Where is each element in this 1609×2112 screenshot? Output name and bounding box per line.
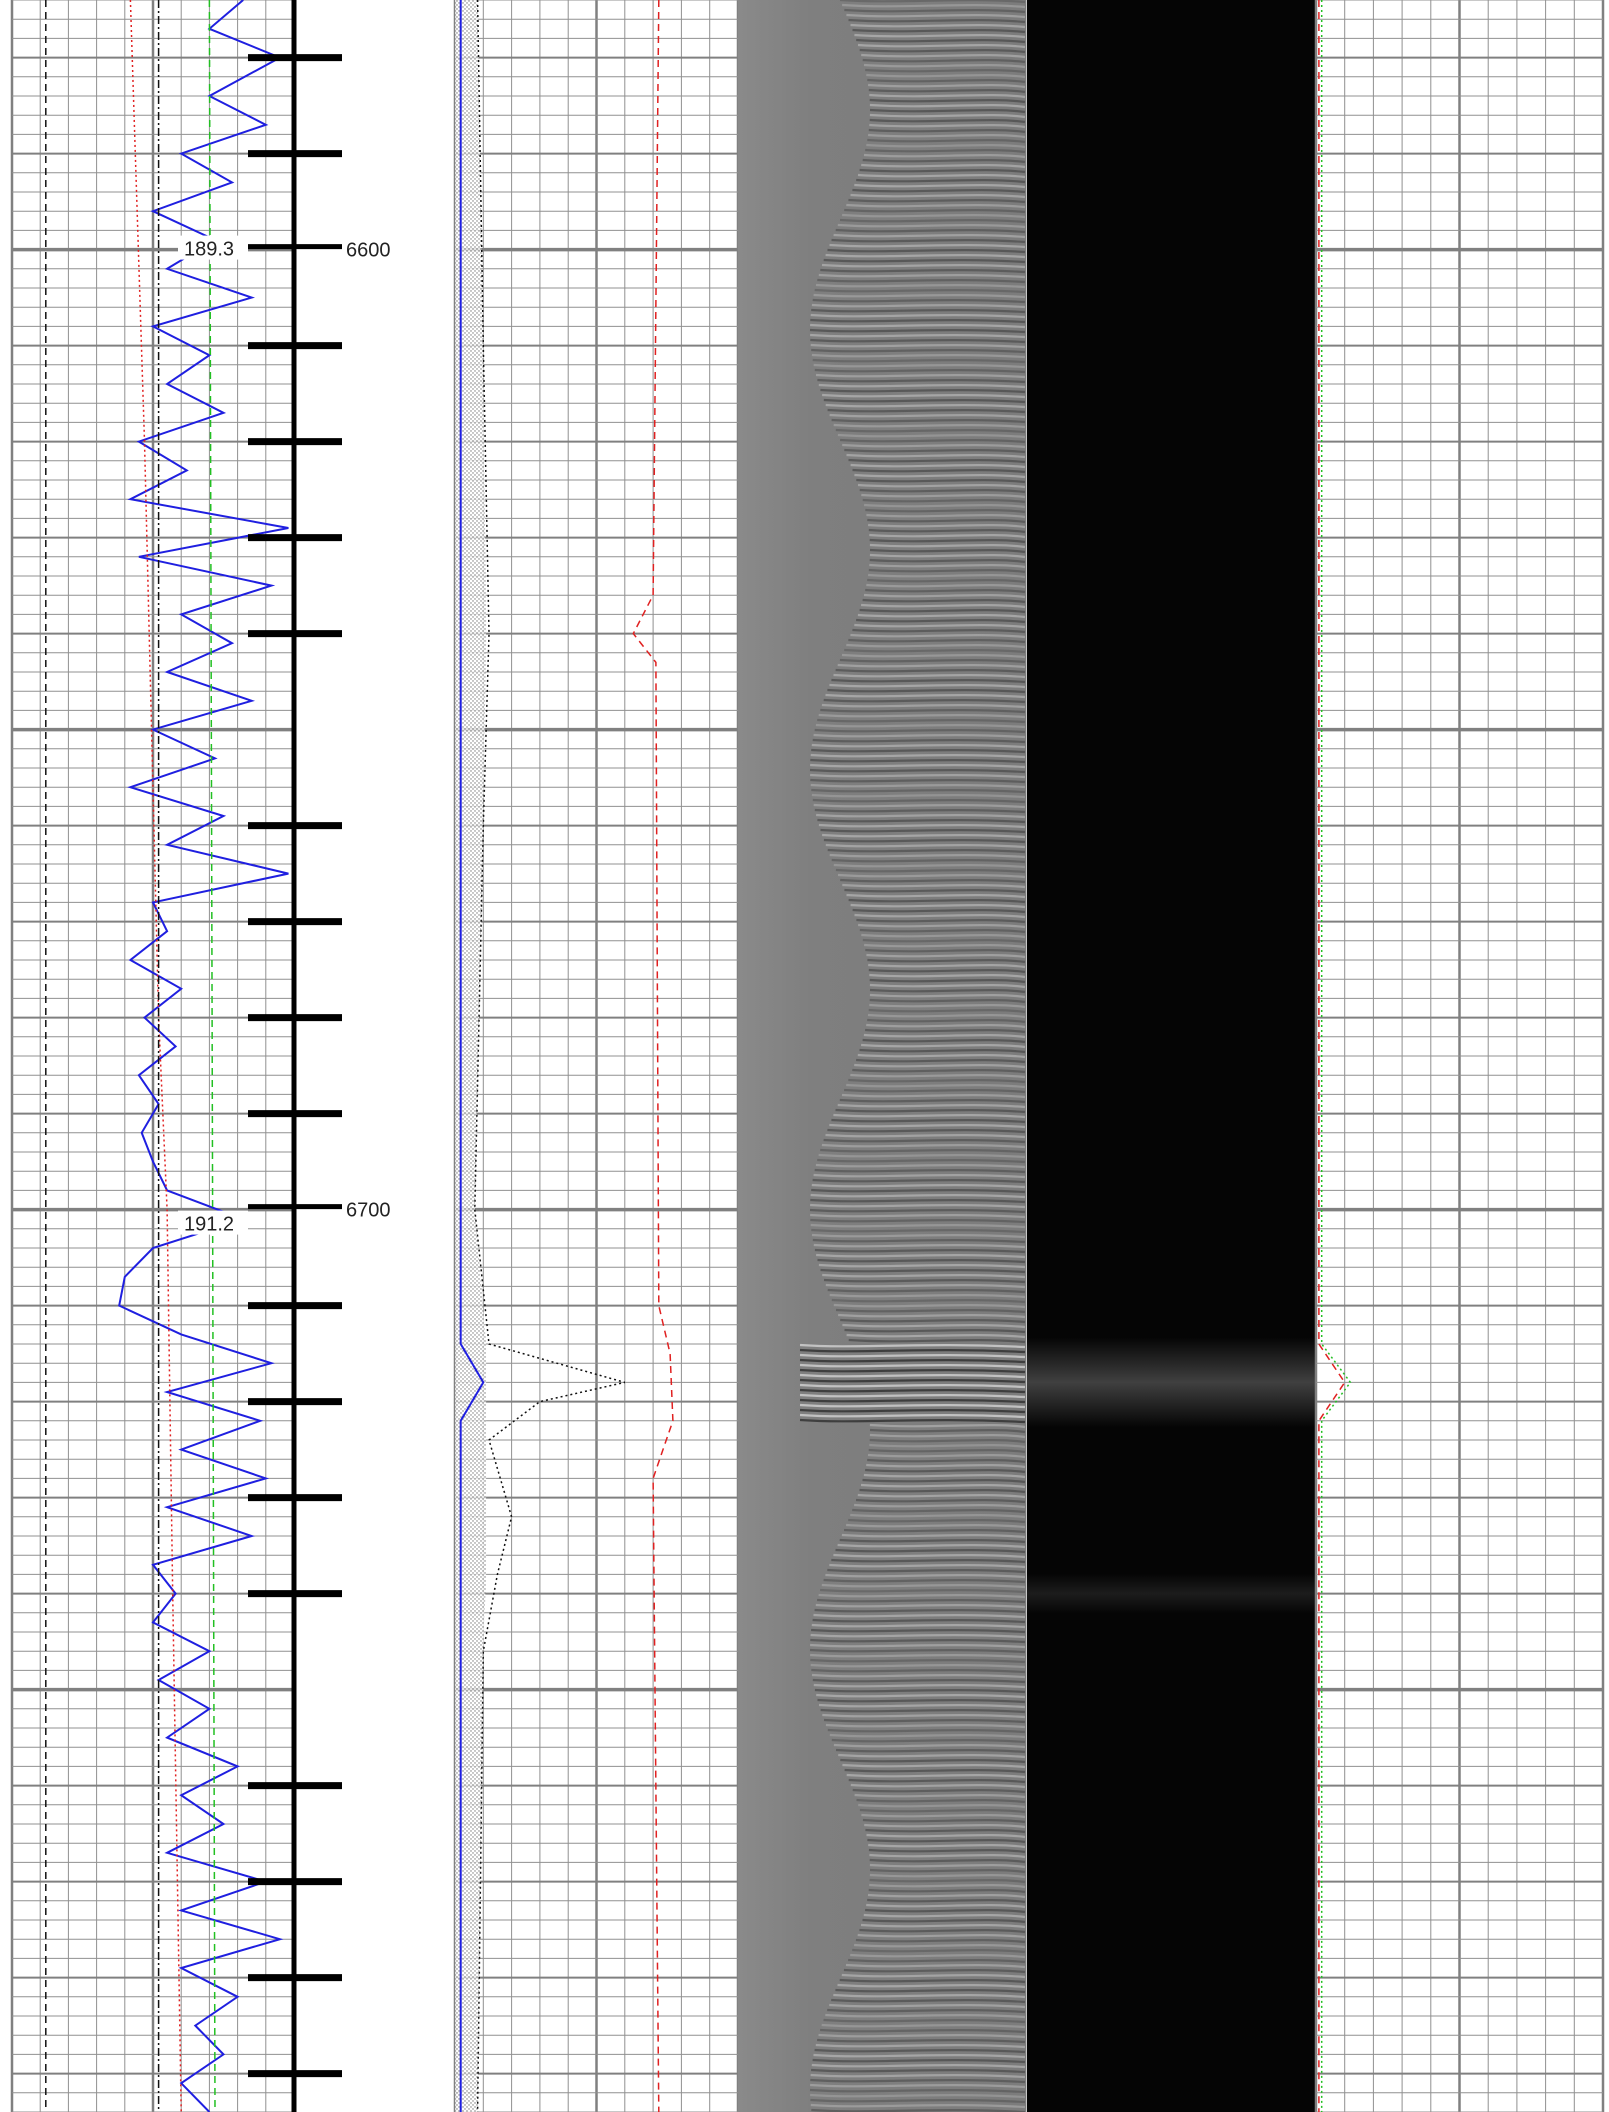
track-2-grid [453, 0, 740, 2112]
track-1-grid [10, 0, 296, 2112]
depth-label: 6600 [346, 240, 391, 262]
image-faint-band [1027, 1573, 1316, 1614]
track-5-curves [1318, 0, 1352, 2112]
track-1-curves [45, 0, 289, 2112]
waveform-background [738, 0, 1027, 2112]
image-bright-band [1027, 1337, 1316, 1428]
depth-track: 6600 6700 [248, 0, 455, 2112]
track-1-series-3 [208, 0, 216, 2112]
track-1-series-1 [118, 0, 289, 2112]
track-5-grid [1314, 0, 1605, 2112]
value-label-box [178, 1210, 248, 1235]
track-2-series-3 [459, 0, 485, 2112]
value-label: 191.2 [184, 1214, 234, 1236]
track-2-shading [455, 0, 487, 2112]
value-labels: 189.3 191.2 [178, 235, 248, 1236]
track-2-series-1 [474, 0, 626, 2112]
track-1-series-2 [129, 0, 182, 2112]
waveform-track [738, 0, 1028, 2112]
track-5-series-1 [1320, 0, 1352, 2112]
value-label-box [178, 235, 248, 260]
value-label: 189.3 [184, 239, 234, 261]
track-2-curves [455, 0, 674, 2112]
image-background [1027, 0, 1316, 2112]
depth-label: 6700 [346, 1200, 391, 1222]
image-track [1027, 0, 1316, 2112]
